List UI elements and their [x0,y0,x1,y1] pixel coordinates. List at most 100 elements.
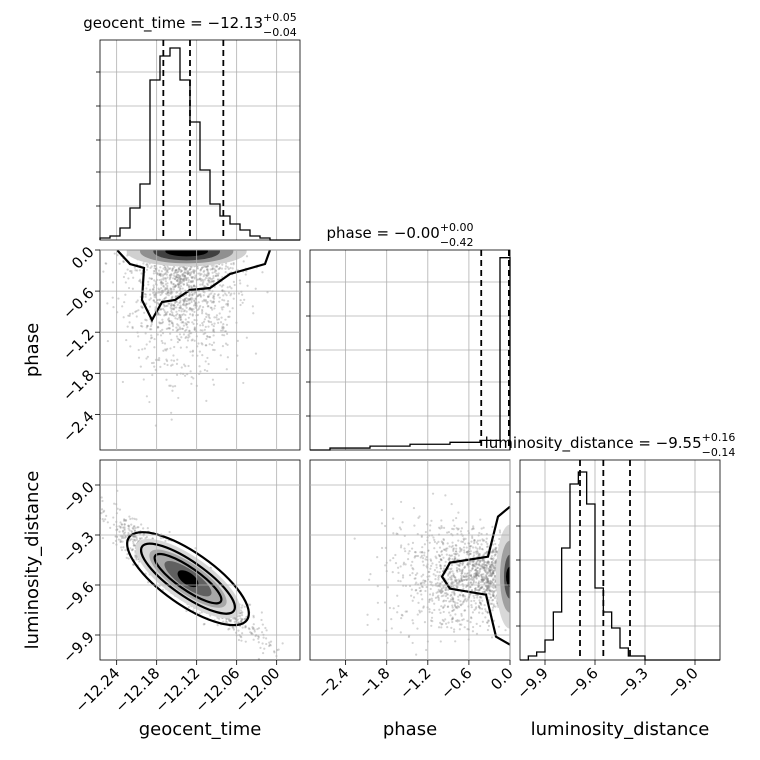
scatter-phase-vs-luminosity_distance-point [487,561,491,564]
scatter-geocent_time-vs-luminosity_distance-point [114,535,117,538]
scatter-phase-vs-luminosity_distance-point [411,567,414,570]
scatter-geocent_time-vs-phase-point [161,328,164,331]
scatter-geocent_time-vs-phase-point [137,348,140,352]
scatter-geocent_time-vs-phase-point [201,354,204,357]
scatter-geocent_time-vs-phase-point [196,267,199,270]
scatter-phase-vs-luminosity_distance-point [490,602,494,605]
scatter-geocent_time-vs-luminosity_distance-point [127,527,130,530]
scatter-phase-vs-luminosity_distance-point [476,588,479,592]
scatter-geocent_time-vs-luminosity_distance-point [237,629,240,632]
scatter-geocent_time-vs-phase-point [199,283,202,286]
scatter-geocent_time-vs-phase-point [171,269,174,272]
scatter-geocent_time-vs-phase-point [184,299,187,303]
phase-y-tick-label: 0.0 [68,243,98,273]
scatter-phase-vs-luminosity_distance-point [402,561,406,564]
scatter-geocent_time-vs-phase-point [193,292,196,295]
scatter-phase-vs-luminosity_distance-point [390,618,393,621]
scatter-geocent_time-vs-phase-point [169,306,172,309]
scatter-geocent_time-vs-phase-point [185,267,188,270]
scatter-geocent_time-vs-phase-point [227,267,230,271]
scatter-phase-vs-luminosity_distance-point [477,589,480,592]
scatter-phase-vs-luminosity_distance-point [486,588,489,591]
scatter-phase-vs-luminosity_distance-point [491,550,494,553]
scatter-phase-vs-luminosity_distance-point [455,566,458,570]
scatter-geocent_time-vs-phase-point [203,291,206,294]
scatter-geocent_time-vs-phase-point [187,333,190,337]
scatter-phase-vs-luminosity_distance-point [451,580,454,584]
scatter-geocent_time-vs-phase-point [245,255,249,258]
scatter-geocent_time-vs-luminosity_distance-point [134,551,137,554]
scatter-geocent_time-vs-phase-point [180,310,183,313]
scatter-phase-vs-luminosity_distance-point [494,605,497,608]
scatter-geocent_time-vs-phase-point [197,293,200,296]
scatter-geocent_time-vs-phase-point [177,276,180,279]
scatter-geocent_time-vs-phase-point [191,292,194,296]
scatter-geocent_time-vs-phase-point [161,282,164,285]
scatter-geocent_time-vs-phase-point [176,271,179,274]
scatter-phase-vs-luminosity_distance-point [485,579,488,582]
scatter-geocent_time-vs-phase-point [157,326,160,329]
scatter-phase-vs-luminosity_distance-point [376,556,379,559]
scatter-geocent_time-vs-luminosity_distance-point [139,537,142,541]
scatter-geocent_time-vs-phase-point [188,268,192,271]
scatter-phase-vs-luminosity_distance-point [495,600,499,603]
scatter-phase-vs-luminosity_distance-point [411,572,414,575]
scatter-phase-vs-luminosity_distance-point [444,588,447,591]
scatter-geocent_time-vs-luminosity_distance-point [147,581,150,584]
scatter-phase-vs-luminosity_distance-point [391,571,394,574]
scatter-phase-vs-luminosity_distance-point [446,542,449,545]
scatter-geocent_time-vs-phase-point [173,301,177,305]
scatter-geocent_time-vs-phase-point [201,310,204,313]
scatter-geocent_time-vs-phase-point [222,326,225,329]
scatter-phase-vs-luminosity_distance-point [462,587,465,591]
scatter-phase-vs-luminosity_distance-point [440,550,443,553]
scatter-phase-vs-luminosity_distance-point [459,562,462,565]
scatter-geocent_time-vs-phase-point [175,310,178,313]
scatter-phase-vs-luminosity_distance-point [494,585,497,588]
scatter-geocent_time-vs-luminosity_distance-point [257,635,261,639]
scatter-phase-vs-luminosity_distance-point [448,600,451,603]
scatter-phase-vs-luminosity_distance-point [452,600,455,603]
scatter-geocent_time-vs-phase-point [152,269,156,273]
scatter-geocent_time-vs-phase-point [178,282,181,285]
scatter-phase-vs-luminosity_distance-point [442,556,445,559]
scatter-phase-vs-luminosity_distance-point [428,575,431,578]
scatter-geocent_time-vs-phase-point [203,318,206,321]
scatter-phase-vs-luminosity_distance-point [478,564,481,567]
scatter-geocent_time-vs-phase-point [152,286,156,289]
scatter-phase-vs-luminosity_distance-point [493,590,496,593]
scatter-phase-vs-luminosity_distance-point [472,576,475,579]
scatter-geocent_time-vs-phase-point [205,315,208,319]
scatter-geocent_time-vs-luminosity_distance-point [133,525,136,528]
scatter-geocent_time-vs-phase-point [106,339,109,343]
scatter-geocent_time-vs-luminosity_distance-point [128,539,131,542]
scatter-geocent_time-vs-phase-point [152,288,155,291]
scatter-phase-vs-luminosity_distance-point [478,587,481,591]
scatter-phase-vs-luminosity_distance-point [459,548,462,551]
scatter-geocent_time-vs-phase-point [166,293,169,296]
scatter-geocent_time-vs-phase-point [171,328,175,332]
scatter-geocent_time-vs-phase-point [183,274,186,277]
scatter-geocent_time-vs-luminosity_distance-point [260,631,264,634]
scatter-geocent_time-vs-phase-point [167,457,169,459]
scatter-phase-vs-luminosity_distance-point [474,569,477,572]
scatter-phase-vs-luminosity_distance-point [460,579,464,582]
scatter-geocent_time-vs-phase-point [182,300,186,303]
scatter-geocent_time-vs-phase-point [167,291,170,294]
scatter-geocent_time-vs-phase-point [179,301,182,304]
scatter-phase-vs-luminosity_distance-point [446,531,449,534]
scatter-geocent_time-vs-phase-point [162,277,165,280]
scatter-geocent_time-vs-luminosity_distance-point [289,672,291,674]
scatter-phase-vs-luminosity_distance-point [451,527,454,530]
scatter-phase-vs-luminosity_distance-point [430,624,433,627]
scatter-phase-vs-luminosity_distance-point [470,603,473,607]
scatter-phase-vs-luminosity_distance-point [440,626,443,629]
scatter-geocent_time-vs-phase-point [196,278,200,281]
scatter-phase-vs-luminosity_distance-point [488,599,491,602]
scatter-phase-vs-luminosity_distance-point [449,570,452,573]
scatter-geocent_time-vs-phase-point [170,320,173,323]
scatter-geocent_time-vs-phase-point [193,318,196,322]
scatter-phase-vs-luminosity_distance-point [429,558,432,561]
scatter-phase-vs-luminosity_distance-point [492,594,495,598]
scatter-geocent_time-vs-phase-point [158,273,162,277]
